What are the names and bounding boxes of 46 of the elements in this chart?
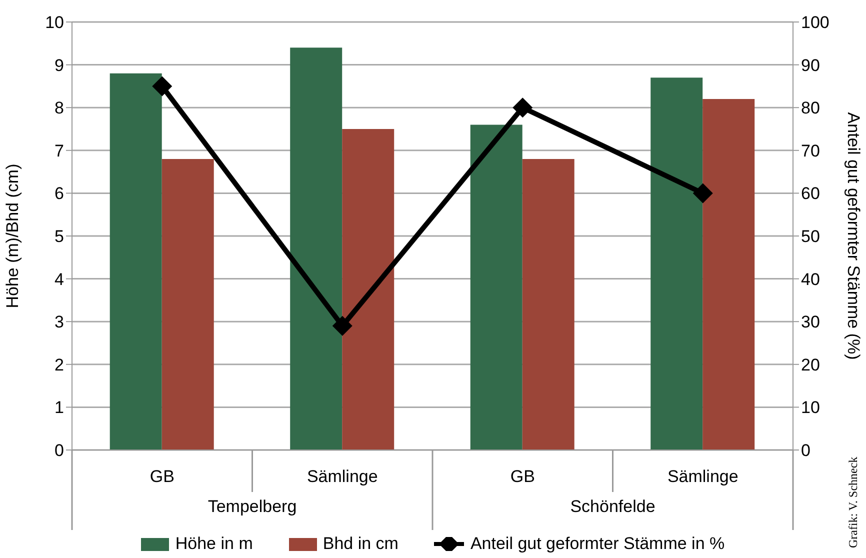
y2-tick-label: 100 — [801, 13, 830, 32]
bar — [522, 158, 574, 450]
bar — [470, 124, 522, 450]
x-tick-label: Sämlinge — [306, 467, 378, 486]
point — [332, 316, 352, 336]
bar — [342, 129, 394, 450]
bar — [110, 73, 162, 450]
y2-tick-label: 70 — [801, 141, 820, 160]
y-tick-label: 7 — [54, 141, 64, 160]
x-tick-label: GB — [510, 467, 535, 486]
bar — [162, 158, 214, 450]
point — [152, 76, 172, 96]
y2-tick-label: 10 — [801, 398, 820, 418]
text: Tempelberg — [206, 497, 298, 517]
y2-tick-label: 60 — [801, 184, 820, 204]
y-tick-label: 5 — [54, 227, 64, 246]
legend-label: Bhd in cm — [322, 534, 398, 554]
y2-tick-label: 30 — [801, 312, 820, 332]
bar — [290, 48, 342, 450]
y2-tick-label: 0 — [801, 441, 810, 460]
legend-label: Höhe in m — [175, 534, 253, 554]
point — [692, 183, 713, 204]
y2-tick-label: 80 — [801, 98, 820, 118]
y2-tick-label: 90 — [801, 56, 820, 75]
x-tick-label: GB — [150, 467, 174, 486]
y-tick-label: 10 — [45, 13, 64, 32]
y2-axis-title: Anteil gut geformter Stämme (%) — [844, 112, 863, 360]
y-tick-label: 8 — [54, 98, 64, 118]
bar — [650, 78, 703, 450]
y-tick-label: 9 — [54, 56, 64, 75]
point — [512, 98, 533, 118]
text: Schönfelde — [569, 497, 656, 517]
y2-tick-label: 50 — [801, 227, 820, 246]
y-tick-label: 6 — [54, 184, 64, 204]
y-tick-label: 2 — [54, 355, 64, 374]
y2-tick-label: 40 — [801, 270, 820, 289]
y-tick-label: 0 — [54, 441, 64, 460]
y-tick-label: 1 — [54, 398, 64, 418]
y-tick-label: 3 — [54, 312, 64, 332]
y-tick-label: 4 — [54, 270, 64, 289]
bar — [702, 99, 755, 450]
y-axis-title: Höhe (m)/Bhd (cm) — [3, 164, 22, 308]
text: Grafik: V. Schneck — [846, 456, 861, 548]
x-tick-label: Sämlinge — [667, 467, 738, 486]
y2-tick-label: 20 — [801, 355, 820, 374]
legend-label: Anteil gut geformter Stämme in % — [470, 534, 725, 554]
